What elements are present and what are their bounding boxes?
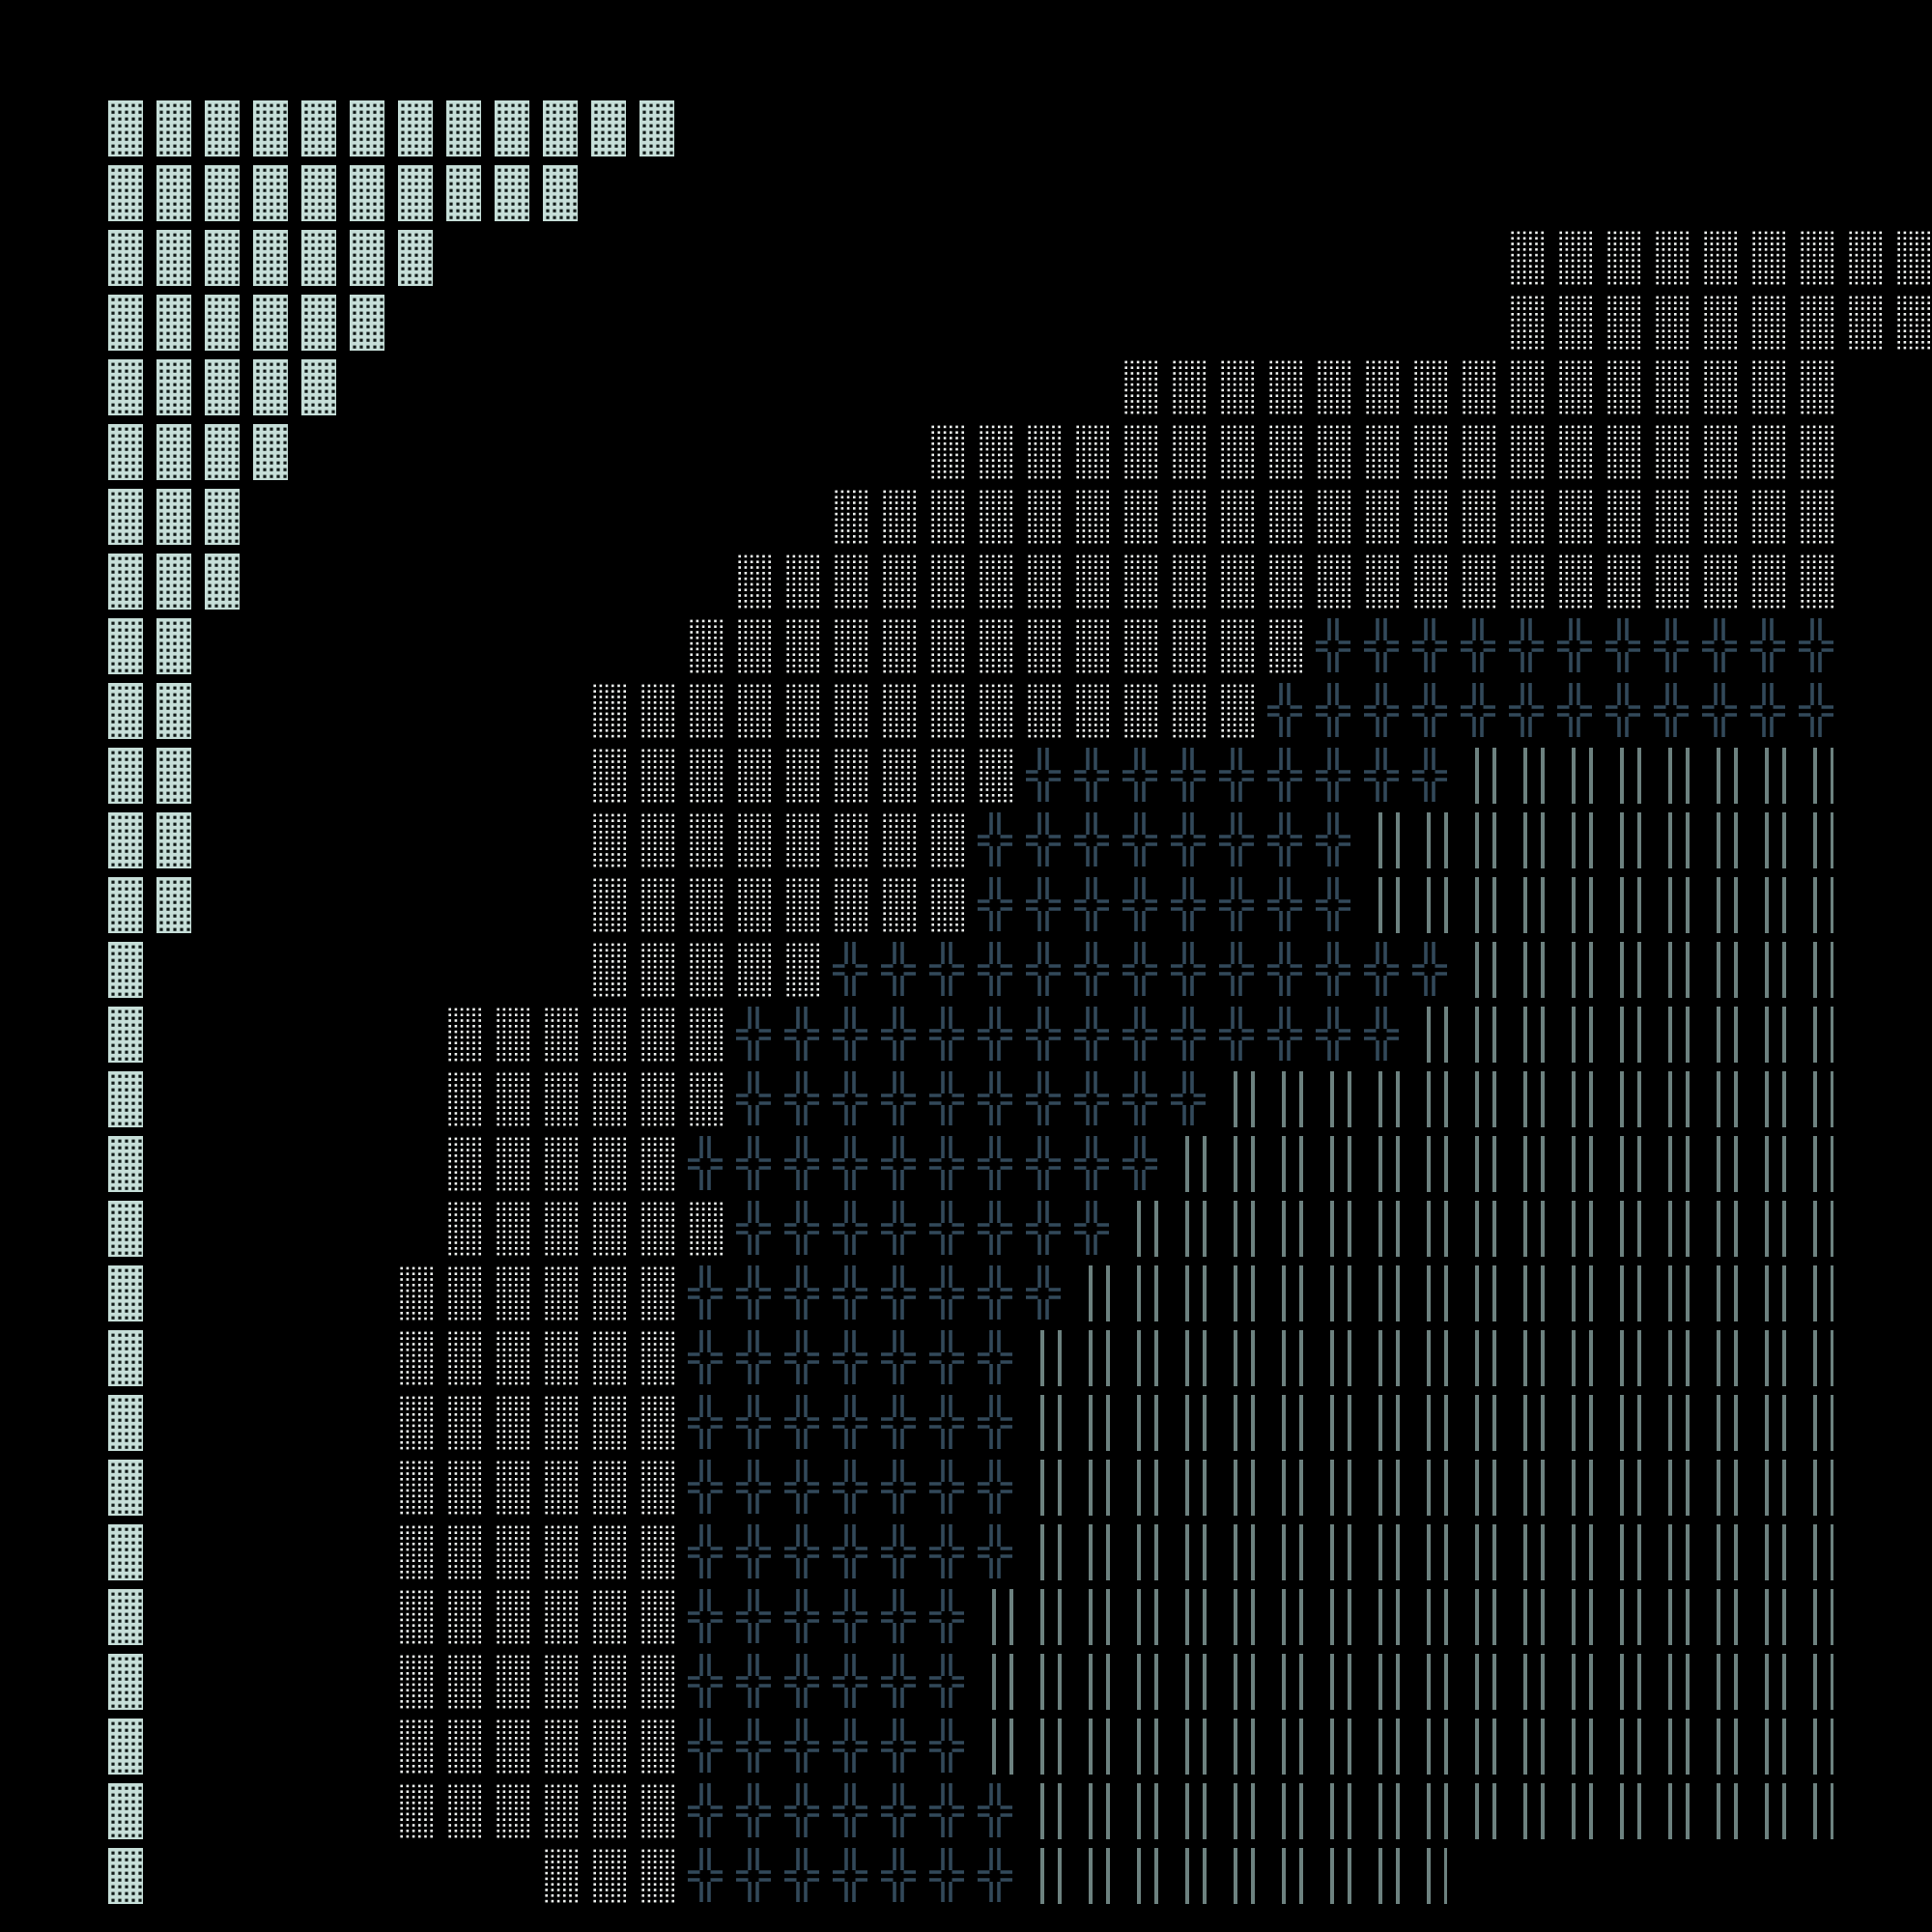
tile-run-white-halftone-dot-tile [1509, 295, 1930, 351]
tile-run-white-halftone-dot-tile [398, 1330, 674, 1386]
tile-run-teal-double-vline-glyph [1412, 1007, 1833, 1063]
tile-run-teal-double-vline-glyph [1219, 1071, 1833, 1127]
tile-run-white-halftone-dot-tile [591, 748, 1012, 804]
tile-run-mint-mesh-tile [108, 1136, 143, 1192]
tile-run-slate-crosshair-glyph [1316, 618, 1833, 674]
tile-run-white-halftone-dot-tile [446, 1201, 723, 1257]
tile-run-mint-mesh-tile [108, 489, 240, 545]
tile-run-mint-mesh-tile [108, 1071, 143, 1127]
tile-run-white-halftone-dot-tile [398, 1783, 674, 1839]
tile-run-mint-mesh-tile [108, 1395, 143, 1451]
tile-run-white-halftone-dot-tile [398, 1395, 674, 1451]
tile-run-mint-mesh-tile [108, 1654, 143, 1710]
tile-run-white-halftone-dot-tile [398, 1460, 674, 1516]
tile-run-slate-crosshair-glyph [688, 1589, 964, 1645]
tile-run-teal-double-vline-glyph [1026, 1395, 1833, 1451]
tile-run-white-halftone-dot-tile [398, 1265, 674, 1321]
tile-run-mint-mesh-tile [108, 1007, 143, 1063]
tile-run-slate-crosshair-glyph [833, 942, 1447, 998]
tile-run-mint-mesh-tile [108, 100, 674, 156]
tile-run-slate-crosshair-glyph [688, 1265, 1061, 1321]
tile-run-slate-crosshair-glyph [978, 812, 1350, 868]
tile-run-white-halftone-dot-tile [1509, 230, 1930, 286]
tile-run-mint-mesh-tile [108, 165, 578, 221]
tile-run-white-halftone-dot-tile [446, 1136, 674, 1192]
tile-run-slate-crosshair-glyph [688, 1395, 1012, 1451]
tile-run-mint-mesh-tile [108, 1460, 143, 1516]
tile-run-teal-double-vline-glyph [1364, 812, 1833, 868]
tile-run-mint-mesh-tile [108, 1719, 143, 1775]
tile-run-white-halftone-dot-tile [446, 1007, 723, 1063]
tile-run-slate-crosshair-glyph [736, 1071, 1206, 1127]
tile-run-mint-mesh-tile [108, 230, 433, 286]
tile-run-slate-crosshair-glyph [688, 1136, 1157, 1192]
tile-run-slate-crosshair-glyph [688, 1783, 1012, 1839]
tile-run-slate-crosshair-glyph [688, 1460, 1012, 1516]
tile-run-mint-mesh-tile [108, 424, 288, 480]
tile-run-white-halftone-dot-tile [688, 618, 1302, 674]
tile-run-teal-double-vline-glyph [1026, 1783, 1833, 1839]
tile-run-mint-mesh-tile [108, 359, 336, 415]
tile-run-white-halftone-dot-tile [398, 1654, 674, 1710]
tile-run-white-halftone-dot-tile [591, 942, 819, 998]
tile-run-teal-double-vline-glyph [978, 1719, 1833, 1775]
tile-run-white-halftone-dot-tile [929, 424, 1833, 480]
tile-run-white-halftone-dot-tile [1122, 359, 1833, 415]
tile-run-mint-mesh-tile [108, 1265, 143, 1321]
tile-run-white-halftone-dot-tile [543, 1848, 674, 1904]
tile-run-white-halftone-dot-tile [446, 1071, 723, 1127]
tile-run-teal-double-vline-glyph [1026, 1524, 1833, 1580]
tile-run-mint-mesh-tile [108, 1330, 143, 1386]
tile-run-slate-crosshair-glyph [978, 877, 1350, 933]
tile-run-teal-double-vline-glyph [1461, 942, 1833, 998]
tile-run-slate-crosshair-glyph [1267, 683, 1833, 739]
tile-run-teal-double-vline-glyph [1461, 748, 1833, 804]
tile-run-slate-crosshair-glyph [736, 1007, 1399, 1063]
tile-run-slate-crosshair-glyph [688, 1848, 1012, 1904]
tile-run-white-halftone-dot-tile [398, 1719, 674, 1775]
tile-run-teal-double-vline-glyph [1026, 1848, 1447, 1904]
tile-run-mint-mesh-tile [108, 942, 143, 998]
tile-run-teal-double-vline-glyph [978, 1654, 1833, 1710]
tile-run-teal-double-vline-glyph [1026, 1330, 1833, 1386]
tile-run-mint-mesh-tile [108, 812, 191, 868]
tile-run-white-halftone-dot-tile [398, 1589, 674, 1645]
tile-run-white-halftone-dot-tile [833, 489, 1833, 545]
tile-run-mint-mesh-tile [108, 877, 191, 933]
tile-run-mint-mesh-tile [108, 618, 191, 674]
tile-run-slate-crosshair-glyph [736, 1201, 1109, 1257]
tile-run-mint-mesh-tile [108, 1524, 143, 1580]
tile-run-mint-mesh-tile [108, 748, 191, 804]
tile-run-slate-crosshair-glyph [1026, 748, 1447, 804]
tile-run-white-halftone-dot-tile [591, 683, 1254, 739]
tile-run-teal-double-vline-glyph [978, 1589, 1833, 1645]
tile-run-slate-crosshair-glyph [688, 1524, 1012, 1580]
tile-run-mint-mesh-tile [108, 1848, 143, 1904]
tile-run-white-halftone-dot-tile [736, 554, 1833, 610]
tile-run-teal-double-vline-glyph [1074, 1265, 1833, 1321]
tile-run-white-halftone-dot-tile [591, 877, 964, 933]
tile-run-teal-double-vline-glyph [1122, 1201, 1833, 1257]
tile-run-mint-mesh-tile [108, 295, 384, 351]
tile-run-mint-mesh-tile [108, 1201, 143, 1257]
tile-run-white-halftone-dot-tile [591, 812, 964, 868]
tile-run-mint-mesh-tile [108, 683, 191, 739]
tile-run-white-halftone-dot-tile [398, 1524, 674, 1580]
tile-run-teal-double-vline-glyph [1171, 1136, 1833, 1192]
tile-run-slate-crosshair-glyph [688, 1330, 1012, 1386]
tile-run-slate-crosshair-glyph [688, 1719, 964, 1775]
tile-run-slate-crosshair-glyph [688, 1654, 964, 1710]
tile-run-teal-double-vline-glyph [1026, 1460, 1833, 1516]
tile-run-mint-mesh-tile [108, 554, 240, 610]
tile-run-mint-mesh-tile [108, 1783, 143, 1839]
tile-run-teal-double-vline-glyph [1364, 877, 1833, 933]
tile-run-mint-mesh-tile [108, 1589, 143, 1645]
